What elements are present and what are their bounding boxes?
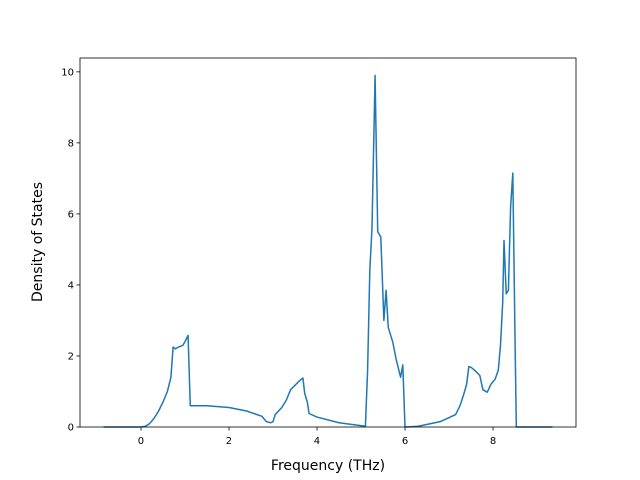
y-tick-label: 6	[68, 209, 74, 220]
x-tick-label: 8	[490, 436, 496, 447]
y-tick-label: 0	[68, 423, 74, 434]
x-tick-label: 6	[402, 436, 408, 447]
y-tick-label: 8	[68, 138, 74, 149]
x-axis-label: Frequency (THz)	[271, 458, 385, 474]
y-axis-label: Density of States	[30, 182, 46, 302]
x-tick-label: 4	[314, 436, 320, 447]
y-tick-label: 2	[68, 351, 74, 362]
y-tick-label: 10	[61, 67, 74, 78]
y-tick-label: 4	[68, 280, 74, 291]
x-tick-label: 2	[226, 436, 232, 447]
data-line	[103, 74, 553, 428]
x-tick-label: 0	[138, 436, 144, 447]
plot-frame	[79, 57, 577, 428]
